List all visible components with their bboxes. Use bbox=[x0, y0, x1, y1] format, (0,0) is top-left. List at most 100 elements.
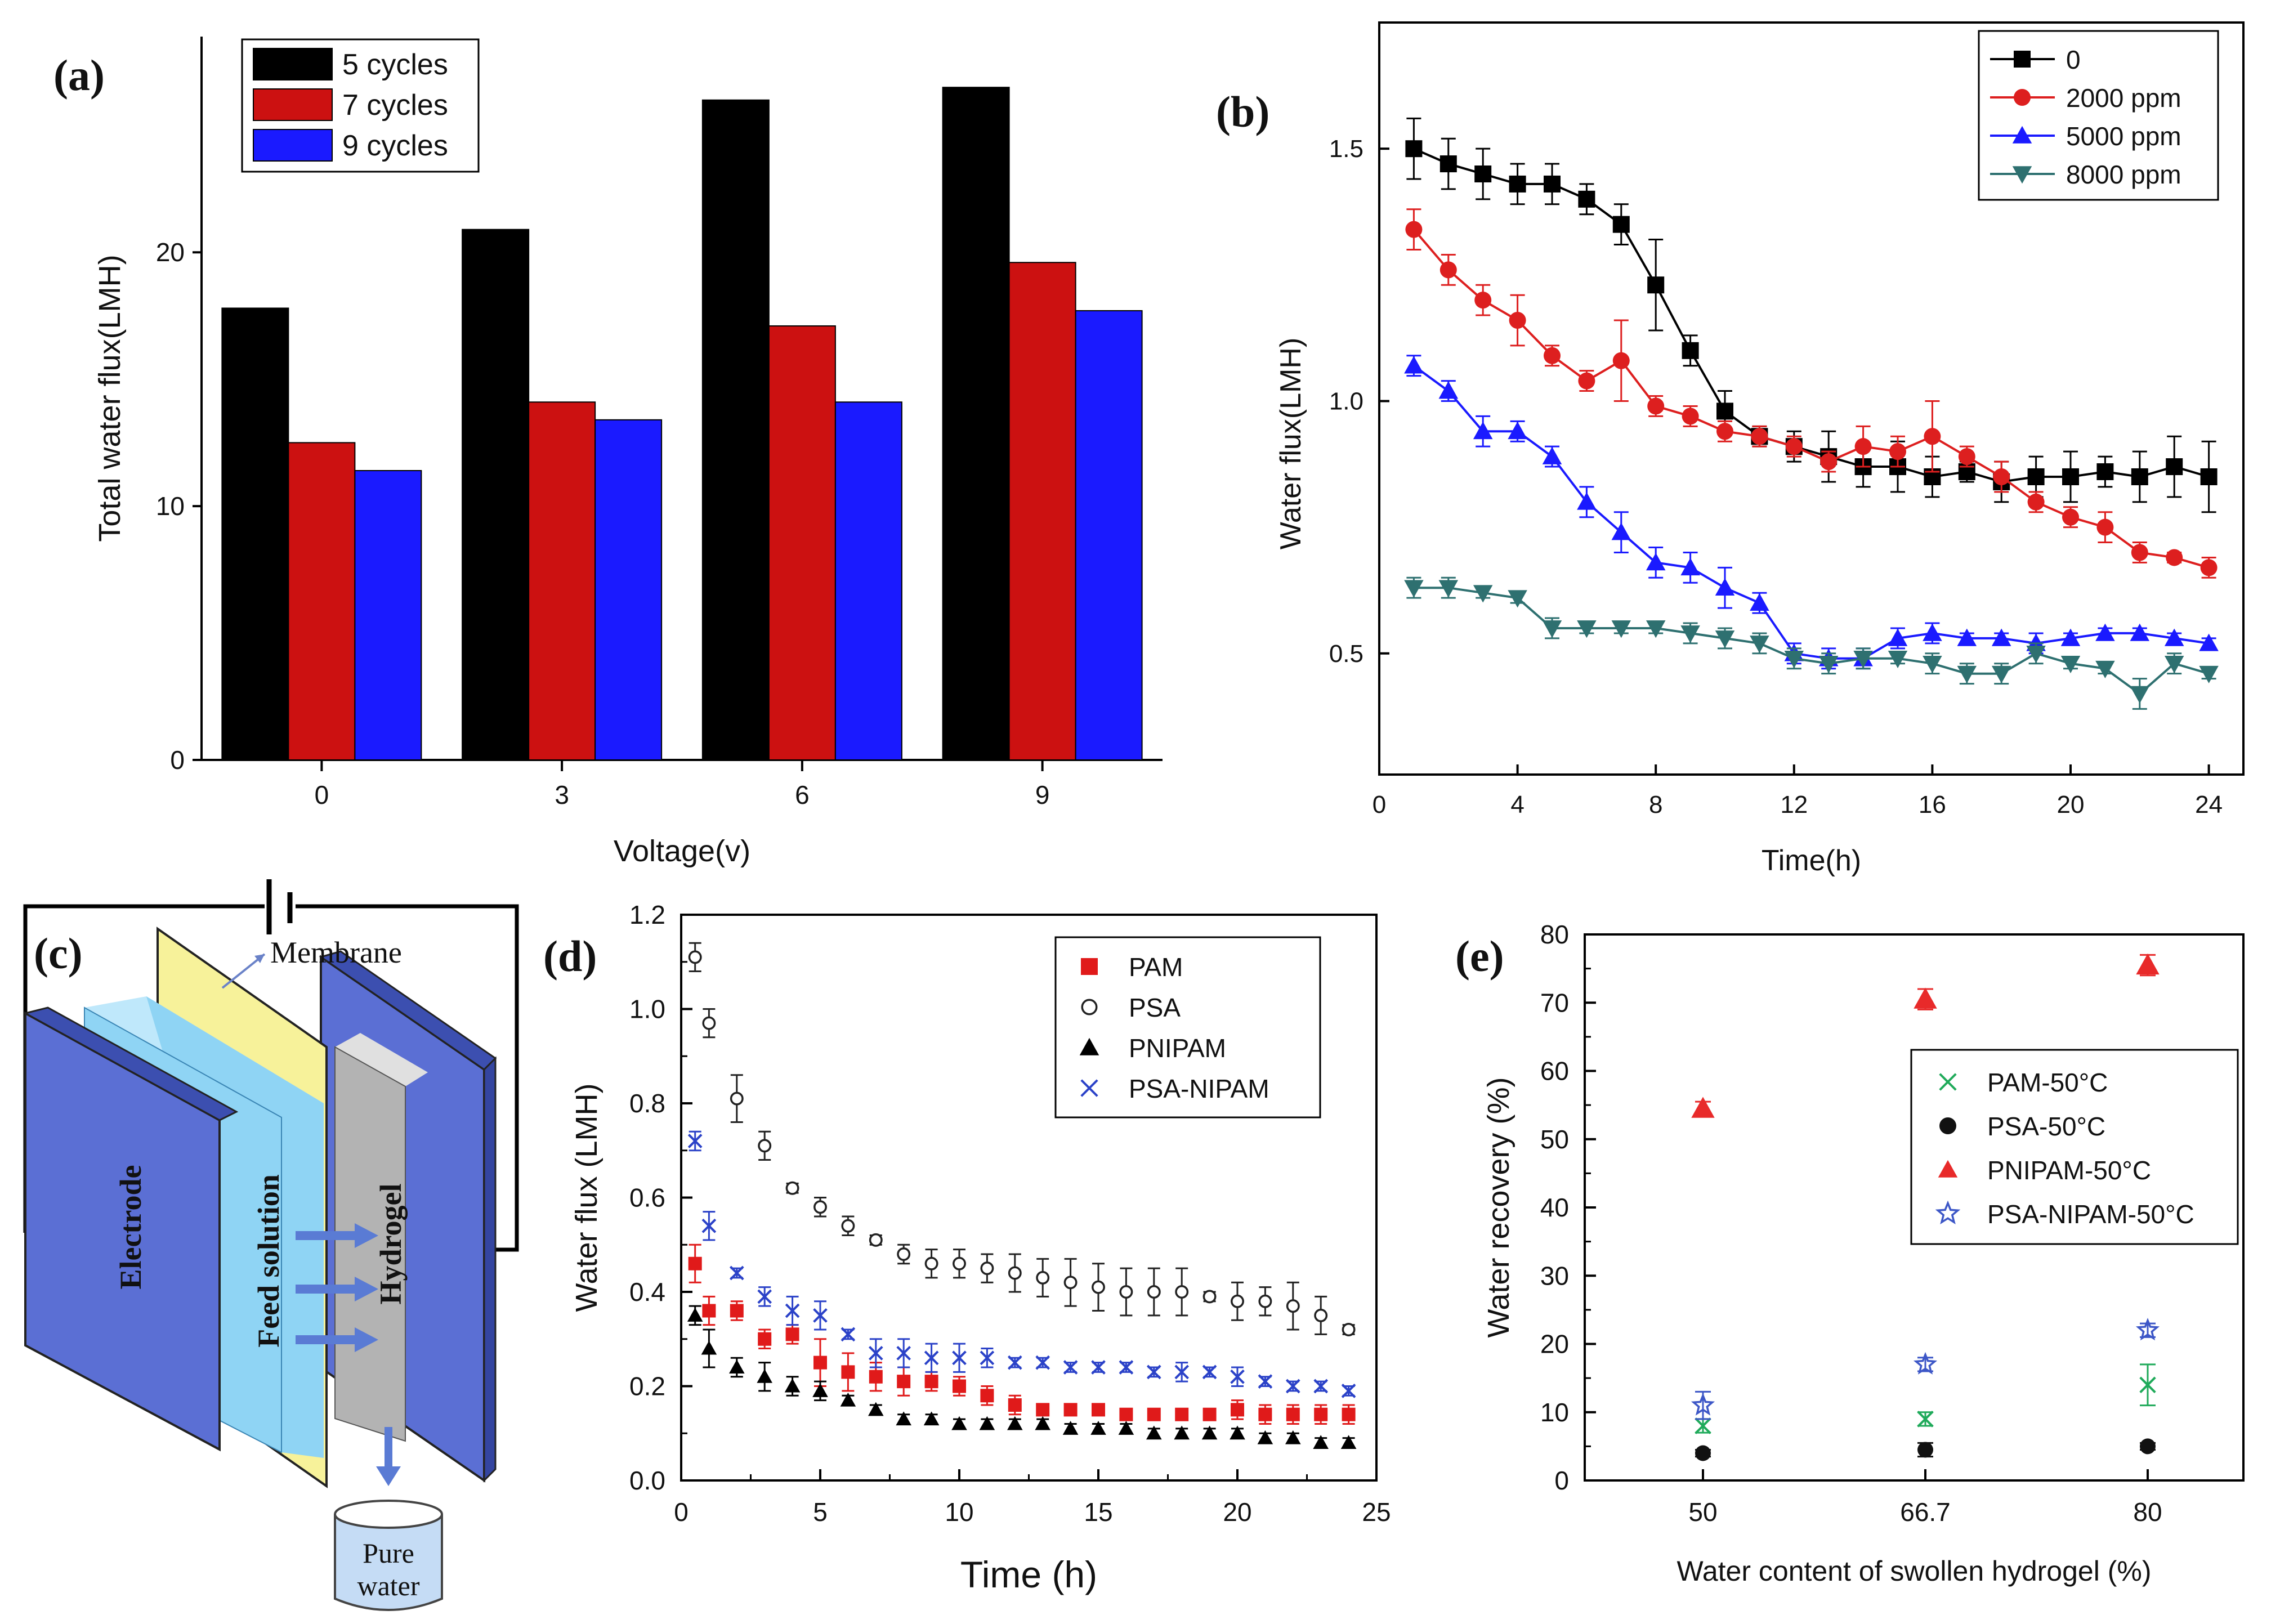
panel-b-point bbox=[1924, 428, 1941, 445]
panel-d-point bbox=[701, 1218, 717, 1233]
panel-e-point bbox=[1691, 1393, 1715, 1416]
panel-b-point bbox=[1680, 625, 1700, 643]
panel-d-legend-marker bbox=[1079, 1037, 1099, 1055]
panel-a-y-tick-label: 0 bbox=[170, 745, 185, 775]
panel-b-point bbox=[2060, 628, 2081, 646]
panel-d-point bbox=[1341, 1384, 1356, 1398]
panel-b-point bbox=[1577, 492, 1597, 510]
panel-a-legend-swatch bbox=[253, 88, 333, 121]
panel-b-point bbox=[2095, 623, 2115, 641]
panel-d-legend-label: PNIPAM bbox=[1129, 1034, 1226, 1063]
panel-d-point bbox=[1090, 1421, 1106, 1435]
panel-a-bar bbox=[1008, 262, 1076, 760]
panel-e-legend-label: PNIPAM-50°C bbox=[1987, 1156, 2151, 1185]
panel-d-legend-marker bbox=[1081, 999, 1098, 1015]
panel-d-point bbox=[1007, 1416, 1023, 1430]
panel-b-point bbox=[1958, 448, 1975, 466]
panel-d-point bbox=[1119, 1407, 1133, 1421]
panel-e-y-tick-label: 60 bbox=[1540, 1057, 1569, 1086]
panel-d-point bbox=[869, 1370, 883, 1384]
panel-b-point bbox=[1439, 261, 1457, 279]
panel-b-point bbox=[1818, 655, 1839, 673]
hydrogel-top bbox=[335, 1033, 428, 1086]
panel-b-x-tick-label: 4 bbox=[1510, 791, 1524, 818]
panel-b-point bbox=[2130, 623, 2150, 641]
panel-d-point bbox=[1174, 1364, 1190, 1380]
panel-d-point bbox=[687, 1308, 703, 1322]
panel-b-legend-label: 5000 ppm bbox=[2066, 122, 2181, 151]
panel-b-legend-marker bbox=[2014, 89, 2031, 106]
panel-d-y-tick-label: 1.0 bbox=[629, 995, 665, 1024]
panel-b-point bbox=[2027, 493, 2045, 511]
panel-b-legend-label: 0 bbox=[2066, 45, 2081, 74]
panel-d-point bbox=[1146, 1425, 1162, 1440]
panel-d-point bbox=[1008, 1398, 1022, 1412]
panel-b-point bbox=[2131, 544, 2148, 561]
flow-arrow-head bbox=[355, 1277, 378, 1301]
panel-b-point bbox=[2130, 686, 2150, 704]
panel-d-point bbox=[841, 1327, 856, 1342]
left-electrode-edge bbox=[23, 1006, 239, 1121]
panel-e-point bbox=[1691, 1097, 1715, 1118]
panel-d-point bbox=[757, 1289, 772, 1304]
panel-d-point bbox=[896, 1411, 911, 1426]
panel-a-y-label: Total water flux(LMH) bbox=[93, 254, 127, 542]
panel-e-x-tick-label: 50 bbox=[1688, 1497, 1717, 1527]
panel-a-bar bbox=[462, 229, 530, 760]
panel-d-point bbox=[812, 1383, 828, 1397]
panel-d-point bbox=[813, 1308, 828, 1323]
panel-d-point bbox=[980, 1261, 994, 1276]
panel-b-point bbox=[1957, 628, 1977, 646]
panel-d-x-tick-label: 25 bbox=[1362, 1497, 1391, 1527]
panel-b-point bbox=[2062, 508, 2079, 526]
panel-a-legend-label: 9 cycles bbox=[342, 129, 448, 162]
panel-d-point bbox=[1230, 1369, 1245, 1384]
panel-a-letter: (a) bbox=[53, 51, 105, 100]
panel-d-point bbox=[1231, 1403, 1244, 1417]
panel-d-point bbox=[785, 1327, 799, 1341]
panel-b-x-tick-label: 24 bbox=[2195, 791, 2223, 818]
panel-b-point bbox=[1405, 221, 1423, 238]
panel-d-point bbox=[1119, 1360, 1134, 1375]
panel-b-point bbox=[1646, 553, 1666, 571]
panel-a-bar-chart: (a) 0 10 20 0 3 6 9 Voltage(v) Total water flux(L… bbox=[53, 37, 1163, 868]
panel-d-point bbox=[1202, 1407, 1217, 1421]
panel-d-point bbox=[1230, 1425, 1245, 1440]
panel-d-legend-label: PSA-NIPAM bbox=[1129, 1074, 1269, 1103]
panel-a-x-tick-label: 9 bbox=[1035, 780, 1050, 809]
panel-d-point bbox=[841, 1365, 855, 1379]
panel-b-point bbox=[1751, 428, 1768, 445]
panel-d-legend-label: PSA bbox=[1129, 993, 1181, 1022]
panel-d-point bbox=[924, 1350, 939, 1366]
panel-d-y-tick-label: 0.6 bbox=[629, 1183, 665, 1213]
panel-d-point bbox=[688, 1256, 702, 1270]
panel-b-point bbox=[1578, 372, 1595, 390]
panel-d-y-tick-label: 0.8 bbox=[629, 1089, 665, 1118]
panel-d-point bbox=[1147, 1407, 1161, 1421]
panel-b-point bbox=[1888, 650, 1908, 669]
panel-e-point bbox=[1695, 1445, 1711, 1461]
panel-b-series-line bbox=[1412, 229, 2210, 569]
panel-b-point bbox=[1716, 423, 1733, 440]
panel-d-point bbox=[1092, 1280, 1105, 1294]
panel-b-point bbox=[1682, 408, 1699, 425]
panel-d-point bbox=[1314, 1308, 1328, 1322]
panel-d-point bbox=[868, 1402, 884, 1416]
panel-c-letter: (c) bbox=[34, 929, 83, 978]
panel-d-point bbox=[840, 1392, 856, 1407]
panel-e-y-tick-label: 80 bbox=[1540, 920, 1569, 949]
panel-d-point bbox=[868, 1346, 883, 1361]
panel-b-point bbox=[1647, 276, 1665, 294]
panel-b-point bbox=[2095, 660, 2115, 678]
panel-d-point bbox=[758, 1139, 772, 1153]
panel-b-point bbox=[1784, 650, 1804, 669]
panel-b-point bbox=[1509, 312, 1526, 329]
panel-d-x-tick-label: 20 bbox=[1223, 1497, 1251, 1527]
panel-b-point bbox=[2164, 628, 2184, 646]
panel-a-x-label: Voltage(v) bbox=[614, 834, 750, 868]
panel-e-legend-label: PSA-NIPAM-50°C bbox=[1987, 1200, 2194, 1229]
panel-b-point bbox=[1923, 655, 1942, 673]
panel-b-point bbox=[1611, 620, 1631, 638]
panel-d-point bbox=[1313, 1379, 1329, 1394]
panel-d-point bbox=[1063, 1403, 1078, 1417]
